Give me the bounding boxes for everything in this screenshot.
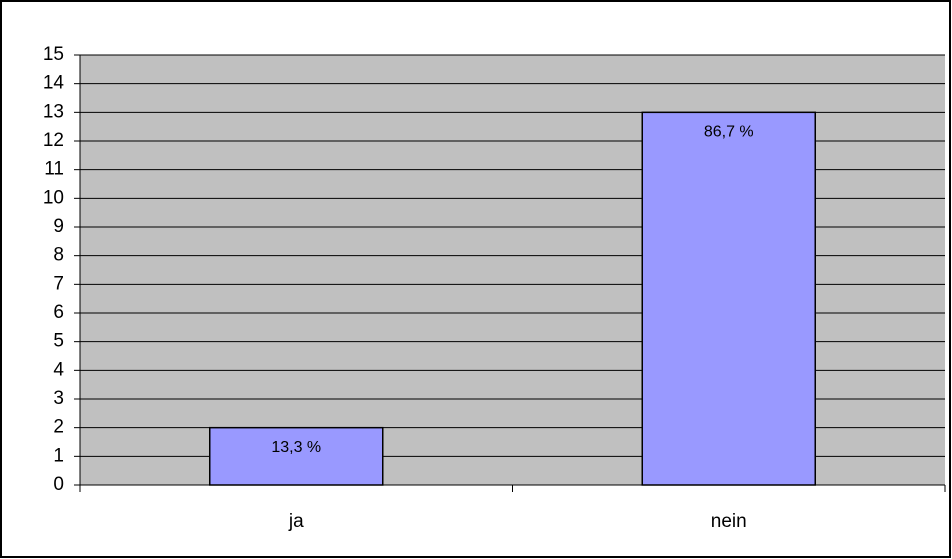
bar <box>641 111 816 486</box>
bar-label: 13,3 % <box>271 439 321 456</box>
x-tick-label: ja <box>288 511 304 532</box>
y-tick-label: 0 <box>53 474 64 495</box>
y-tick-label: 1 <box>53 445 64 466</box>
bar <box>209 426 384 486</box>
y-tick-label: 15 <box>43 44 64 65</box>
y-tick-label: 14 <box>43 73 65 94</box>
y-tick-label: 4 <box>53 359 64 380</box>
y-tick-label: 13 <box>43 101 64 122</box>
y-tick-label: 3 <box>53 388 64 409</box>
x-tick-label: nein <box>711 511 747 532</box>
y-tick-label: 5 <box>53 331 64 352</box>
y-tick-label: 7 <box>53 273 64 294</box>
bar-label: 86,7 % <box>704 124 754 141</box>
y-tick-label: 11 <box>44 159 64 180</box>
y-tick-label: 6 <box>53 302 64 323</box>
y-tick-label: 10 <box>43 187 64 208</box>
y-tick-label: 12 <box>43 130 64 151</box>
y-tick-label: 2 <box>53 417 64 438</box>
y-tick-label: 8 <box>53 245 64 266</box>
y-tick-label: 9 <box>53 216 64 237</box>
